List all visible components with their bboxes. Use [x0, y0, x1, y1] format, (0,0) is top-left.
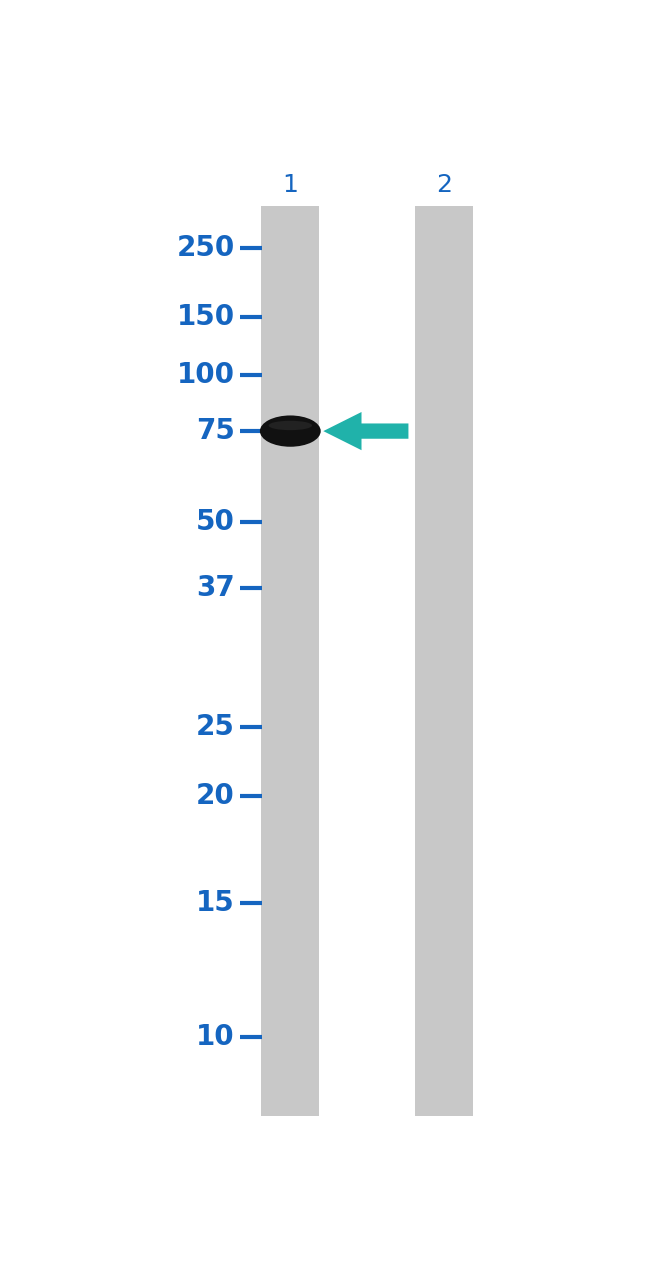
- Text: 15: 15: [196, 889, 235, 917]
- Text: 2: 2: [436, 173, 452, 197]
- Text: 75: 75: [196, 417, 235, 444]
- Text: 10: 10: [196, 1024, 235, 1052]
- Text: 25: 25: [196, 714, 235, 742]
- Text: 50: 50: [196, 508, 235, 536]
- Text: 1: 1: [282, 173, 298, 197]
- Text: 20: 20: [196, 782, 235, 810]
- Text: 250: 250: [177, 234, 235, 262]
- Ellipse shape: [260, 415, 320, 447]
- Bar: [261, 206, 319, 1115]
- Text: 100: 100: [177, 362, 235, 390]
- Ellipse shape: [268, 420, 312, 431]
- Bar: [415, 206, 473, 1115]
- Text: 150: 150: [177, 302, 235, 330]
- Text: 37: 37: [196, 574, 235, 602]
